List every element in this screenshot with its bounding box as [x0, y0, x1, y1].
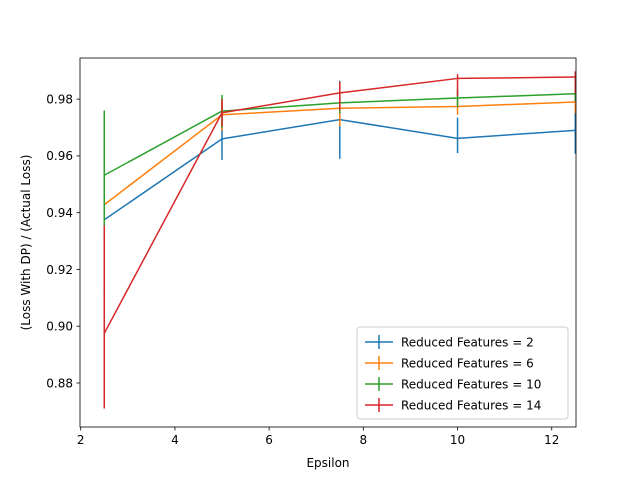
x-tick-label: 12 [544, 433, 559, 447]
data-point [103, 174, 106, 177]
x-axis-label: Epsilon [306, 456, 349, 470]
plot-area [103, 71, 577, 409]
legend-label: Reduced Features = 2 [401, 335, 534, 349]
legend-label: Reduced Features = 10 [401, 377, 541, 391]
y-tick-label: 0.98 [46, 92, 73, 106]
legend: Reduced Features = 2 Reduced Features = 6… [356, 326, 569, 420]
x-tick-label: 6 [265, 433, 273, 447]
y-axis: 0.88 0.90 0.92 0.94 0.96 0.98 [46, 92, 80, 390]
data-point [338, 92, 341, 94]
data-point [456, 97, 459, 99]
data-point [103, 332, 106, 335]
data-point [456, 137, 459, 140]
legend-item: Reduced Features = 2 [365, 335, 534, 349]
x-tick-label: 2 [77, 433, 85, 447]
y-tick-label: 0.94 [46, 206, 73, 220]
x-tick-label: 8 [360, 433, 368, 447]
y-tick-label: 0.92 [46, 263, 73, 277]
legend-item: Reduced Features = 6 [365, 356, 534, 370]
y-axis-label: (Loss With DP) / (Actual Loss) [19, 155, 33, 331]
data-point [221, 111, 223, 114]
legend-label: Reduced Features = 6 [401, 356, 534, 370]
x-axis: 2 4 6 8 10 12 [77, 427, 559, 447]
x-tick-label: 4 [171, 433, 179, 447]
y-tick-label: 0.90 [46, 320, 73, 334]
data-point [221, 138, 223, 140]
y-tick-label: 0.96 [46, 149, 73, 163]
legend-label: Reduced Features = 14 [401, 398, 541, 412]
series-4 [103, 71, 577, 409]
series-2 [103, 90, 577, 291]
x-tick-label: 10 [450, 433, 465, 447]
legend-item: Reduced Features = 10 [365, 377, 541, 391]
y-tick-label: 0.88 [46, 376, 73, 390]
legend-box [356, 326, 569, 420]
axes-frame [79, 57, 577, 428]
data-point [456, 77, 459, 80]
legend-item: Reduced Features = 14 [365, 398, 541, 412]
